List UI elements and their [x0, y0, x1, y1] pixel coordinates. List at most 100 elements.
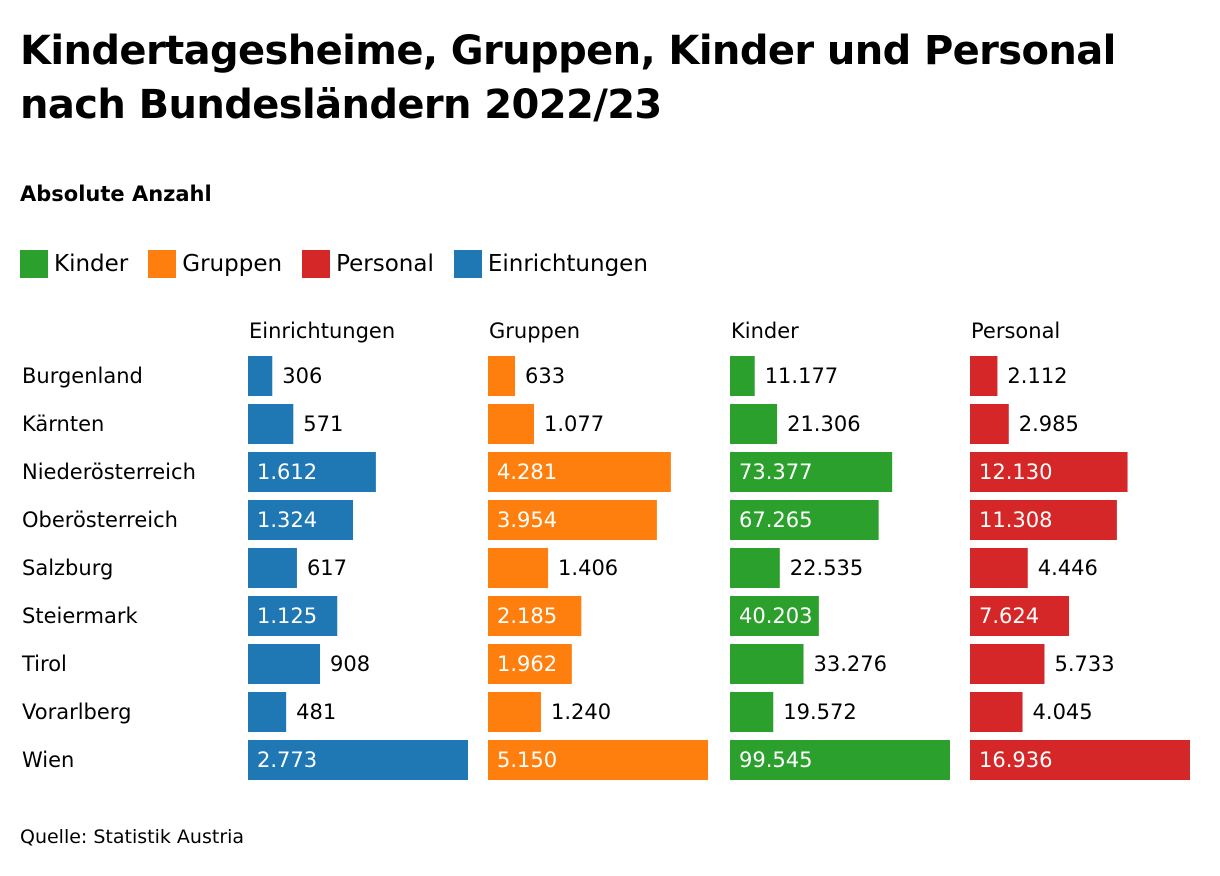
legend-swatch-gruppen	[148, 250, 177, 278]
data-label-kinder-niederoesterreich: 73.377	[739, 460, 812, 484]
data-label-gruppen-steiermark: 2.185	[497, 604, 557, 628]
legend-label-personal: Personal	[336, 251, 434, 277]
bar-kinder-vorarlberg	[730, 692, 774, 732]
data-label-kinder-kaernten: 21.306	[787, 412, 860, 436]
bar-kinder-wien	[730, 740, 950, 780]
data-label-kinder-oberoesterreich: 67.265	[739, 508, 812, 532]
bar-personal-salzburg	[970, 548, 1028, 588]
category-label-kaernten: Kärnten	[22, 412, 104, 436]
data-label-gruppen-oberoesterreich: 3.954	[497, 508, 557, 532]
category-label-steiermark: Steiermark	[22, 604, 138, 628]
data-label-gruppen-salzburg: 1.406	[558, 556, 618, 580]
bar-einrichtungen-kaernten	[248, 404, 294, 444]
data-label-gruppen-wien: 5.150	[497, 748, 557, 772]
bar-personal-burgenland	[970, 356, 998, 396]
bar-einrichtungen-oberoesterreich	[248, 500, 354, 540]
panel-header-gruppen: Gruppen	[489, 319, 580, 343]
data-label-personal-tirol: 5.733	[1054, 652, 1114, 676]
bar-gruppen-burgenland	[488, 356, 516, 396]
legend-item-gruppen: Gruppen	[148, 250, 282, 278]
category-label-tirol: Tirol	[21, 652, 67, 676]
category-label-niederoesterreich: Niederösterreich	[22, 460, 196, 484]
bar-einrichtungen-burgenland	[248, 356, 273, 396]
data-label-einrichtungen-vorarlberg: 481	[296, 700, 336, 724]
bar-gruppen-kaernten	[488, 404, 535, 444]
bar-gruppen-steiermark	[488, 596, 582, 636]
data-label-einrichtungen-salzburg: 617	[307, 556, 347, 580]
bar-einrichtungen-tirol	[248, 644, 321, 684]
bar-einrichtungen-vorarlberg	[248, 692, 287, 732]
category-label-wien: Wien	[22, 748, 74, 772]
bar-gruppen-niederoesterreich	[488, 452, 671, 492]
data-label-gruppen-burgenland: 633	[525, 364, 565, 388]
panel-header-personal: Personal	[971, 319, 1060, 343]
data-label-einrichtungen-steiermark: 1.125	[257, 604, 317, 628]
bar-personal-steiermark	[970, 596, 1070, 636]
data-label-kinder-vorarlberg: 19.572	[783, 700, 856, 724]
bar-kinder-salzburg	[730, 548, 780, 588]
data-label-kinder-wien: 99.545	[739, 748, 812, 772]
bar-einrichtungen-steiermark	[248, 596, 338, 636]
data-label-personal-kaernten: 2.985	[1019, 412, 1079, 436]
bar-kinder-oberoesterreich	[730, 500, 879, 540]
bar-personal-kaernten	[970, 404, 1009, 444]
data-label-personal-vorarlberg: 4.045	[1033, 700, 1093, 724]
legend-label-kinder: Kinder	[54, 251, 129, 277]
bar-personal-wien	[970, 740, 1190, 780]
bar-personal-vorarlberg	[970, 692, 1023, 732]
data-label-personal-steiermark: 7.624	[979, 604, 1039, 628]
chart-title: Kindertagesheime, Gruppen, Kinder und Pe…	[20, 28, 1116, 128]
bar-kinder-kaernten	[730, 404, 778, 444]
chart-subtitle: Absolute Anzahl	[20, 182, 212, 206]
data-label-kinder-tirol: 33.276	[814, 652, 887, 676]
legend-item-personal: Personal	[302, 250, 434, 278]
category-label-salzburg: Salzburg	[22, 556, 113, 580]
source-note: Quelle: Statistik Austria	[20, 826, 245, 848]
bar-gruppen-salzburg	[488, 548, 549, 588]
legend-swatch-personal	[302, 250, 331, 278]
data-label-kinder-burgenland: 11.177	[765, 364, 838, 388]
legend-label-einrichtungen: Einrichtungen	[487, 251, 648, 277]
data-label-personal-burgenland: 2.112	[1007, 364, 1067, 388]
bar-kinder-niederoesterreich	[730, 452, 893, 492]
data-label-einrichtungen-kaernten: 571	[303, 412, 343, 436]
data-label-personal-oberoesterreich: 11.308	[979, 508, 1052, 532]
bar-einrichtungen-salzburg	[248, 548, 297, 588]
data-label-einrichtungen-tirol: 908	[330, 652, 370, 676]
category-label-oberoesterreich: Oberösterreich	[22, 508, 178, 532]
bar-gruppen-vorarlberg	[488, 692, 541, 732]
bar-kinder-tirol	[730, 644, 804, 684]
bar-kinder-burgenland	[730, 356, 755, 396]
panel-header-einrichtungen: Einrichtungen	[249, 319, 395, 343]
data-label-personal-salzburg: 4.446	[1038, 556, 1098, 580]
bar-kinder-steiermark	[730, 596, 819, 636]
legend-swatch-kinder	[20, 250, 48, 278]
legend-swatch-einrichtungen	[453, 250, 482, 278]
legend-item-kinder: Kinder	[20, 250, 128, 278]
data-label-gruppen-vorarlberg: 1.240	[551, 700, 611, 724]
bar-personal-oberoesterreich	[970, 500, 1117, 540]
data-label-personal-niederoesterreich: 12.130	[979, 460, 1052, 484]
bar-chart: Burgenland Kärnten Niederösterreich Oberöst…	[21, 319, 1190, 780]
data-label-einrichtungen-niederoesterreich: 1.612	[257, 460, 317, 484]
data-label-kinder-steiermark: 40.203	[739, 604, 812, 628]
data-label-gruppen-tirol: 1.962	[497, 652, 557, 676]
data-label-gruppen-kaernten: 1.077	[544, 412, 604, 436]
bar-personal-niederoesterreich	[970, 452, 1128, 492]
legend: Kinder Gruppen Personal Einrichtungen	[20, 248, 668, 280]
panel-header-kinder: Kinder	[731, 319, 799, 343]
data-label-einrichtungen-oberoesterreich: 1.324	[257, 508, 317, 532]
data-label-personal-wien: 16.936	[979, 748, 1052, 772]
category-label-vorarlberg: Vorarlberg	[22, 700, 131, 724]
bar-einrichtungen-niederoesterreich	[248, 452, 376, 492]
bar-personal-tirol	[970, 644, 1045, 684]
bar-gruppen-tirol	[488, 644, 572, 684]
bar-einrichtungen-wien	[248, 740, 468, 780]
data-label-kinder-salzburg: 22.535	[790, 556, 863, 580]
legend-item-einrichtungen: Einrichtungen	[453, 250, 648, 278]
data-label-gruppen-niederoesterreich: 4.281	[497, 460, 557, 484]
bar-gruppen-wien	[488, 740, 708, 780]
category-label-burgenland: Burgenland	[22, 364, 143, 388]
data-label-einrichtungen-wien: 2.773	[257, 748, 317, 772]
data-label-einrichtungen-burgenland: 306	[282, 364, 322, 388]
